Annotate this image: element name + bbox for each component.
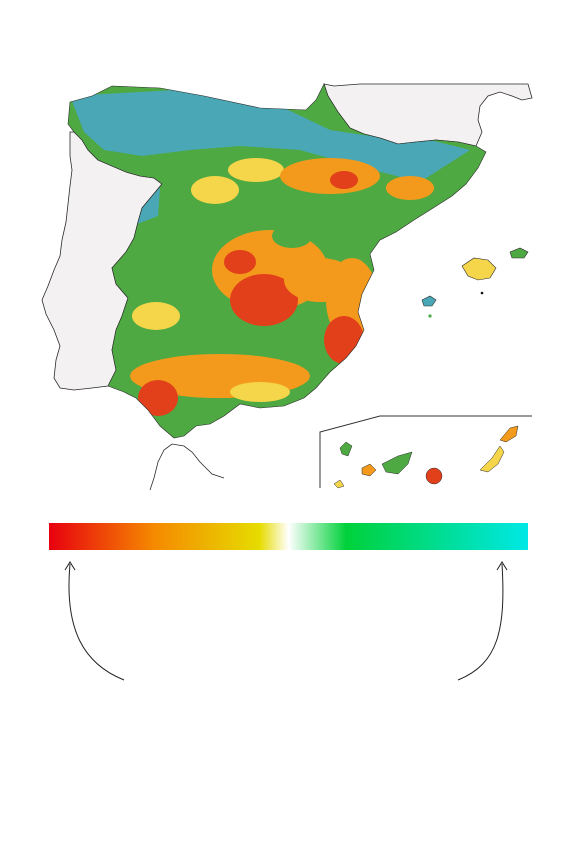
ebro-orange	[280, 158, 380, 194]
cabrera-dot	[480, 291, 484, 295]
andalusia-yellow	[230, 382, 290, 402]
north-cyan-band	[70, 88, 470, 182]
scale-gradient	[49, 523, 528, 550]
morocco-coast	[149, 443, 225, 491]
formentera	[428, 314, 432, 318]
catalonia-orange	[386, 176, 434, 200]
balearic-islands	[421, 247, 529, 318]
south-green-patch	[262, 328, 298, 348]
la-palma	[339, 441, 353, 457]
morocco-land	[149, 443, 225, 491]
murcia-red	[324, 316, 364, 364]
spain-heatmap	[68, 84, 486, 438]
la-gomera	[361, 463, 377, 477]
extremadura-yellow	[132, 302, 180, 330]
ibiza	[421, 295, 437, 307]
madrid-red	[224, 250, 256, 274]
inset-frame	[319, 415, 532, 488]
menorca	[509, 247, 529, 259]
tenerife	[381, 451, 413, 475]
mallorca	[461, 257, 497, 281]
central-red	[230, 274, 298, 326]
color-scale-bar	[49, 523, 528, 550]
lanzarote	[499, 425, 519, 443]
northern-plateau-yellow	[228, 158, 284, 182]
fuerteventura	[479, 445, 505, 473]
ebro-red	[330, 171, 358, 189]
spain-outline	[67, 83, 487, 439]
duero-yellow	[191, 176, 239, 204]
central-green-patch	[272, 224, 312, 248]
el-hierro	[333, 479, 345, 489]
canary-inset	[319, 415, 532, 489]
andalusia-red	[138, 380, 178, 416]
gran-canaria	[425, 467, 443, 485]
